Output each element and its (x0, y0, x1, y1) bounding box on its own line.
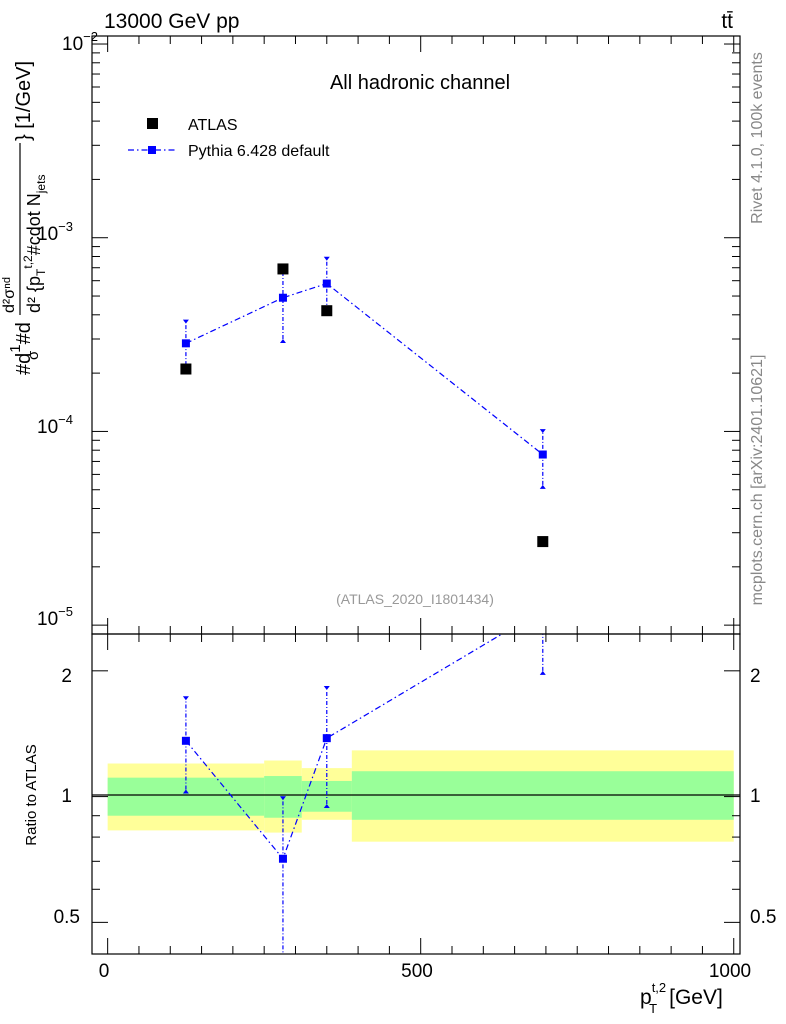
ratio-bands (107, 750, 734, 842)
header-energy-label: 13000 GeV pp (104, 10, 239, 33)
ratio-y-tick-05-right: 0.5 (750, 907, 776, 928)
x-axis-label: pt,2 T [GeV] (640, 980, 723, 1016)
legend-mc-marker (148, 146, 156, 154)
x-tick-label-1000: 1000 (709, 961, 751, 982)
legend-mc-label: Pythia 6.428 default (188, 143, 330, 160)
mc-series-line (185, 282, 544, 455)
x-tick-label-0: 0 (99, 961, 110, 982)
mc-error-cap-bottom (539, 484, 546, 489)
ratio-error-cap-top (323, 685, 330, 690)
main-data-marks (180, 256, 549, 548)
rivet-version-label: Rivet 4.1.0, 100k events (749, 52, 766, 224)
main-y-axis-label: #d1#d d²σⁿᵈ σ d² {pTt,2#cdot Njets } [1/… (1, 61, 48, 375)
ratio-series-line (185, 634, 504, 860)
x-tick-label-500: 500 (401, 961, 433, 982)
legend-atlas-marker (147, 118, 158, 129)
ratio-error-cap-top (540, 560, 546, 564)
ratio-band-inner (107, 777, 265, 816)
ratio-panel: 2 1 0.5 2 1 0.5 Ratio to ATLAS 0 500 100… (23, 560, 776, 1016)
mc-error-cap-top (539, 429, 546, 434)
ratio-error-cap-top (279, 796, 286, 801)
y-tick-label-1e-5: 10−5 (37, 604, 73, 630)
ratio-y-tick-1-left: 1 (61, 786, 72, 807)
ratio-point (181, 736, 190, 745)
ratio-y-axis-label: Ratio to ATLAS (23, 744, 40, 845)
y-tick-label-1e-2: 10−2 (62, 29, 98, 55)
mc-error-cap-top (323, 256, 330, 261)
ratio-error-cap-bottom (323, 804, 330, 809)
ratio-data-marks (181, 560, 547, 962)
ratio-y-tick-05-left: 0.5 (54, 907, 80, 928)
analysis-label: (ATLAS_2020_I1801434) (336, 591, 494, 607)
legend-atlas-label: ATLAS (188, 117, 238, 134)
y-tick-label-1e-4: 10−4 (37, 412, 73, 438)
svg-text:} [1/GeV]: } [1/GeV] (13, 61, 35, 141)
ratio-y-tick-2-right: 2 (750, 666, 761, 687)
atlas-data-point (277, 263, 289, 275)
mc-point (322, 279, 331, 288)
chart-title: All hadronic channel (330, 72, 510, 94)
atlas-data-point (180, 363, 192, 375)
svg-text:d² {pTt,2#cdot Njets: d² {pTt,2#cdot Njets (21, 175, 48, 313)
header-process-label: tt̄ (721, 10, 733, 33)
svg-text:σ: σ (25, 350, 42, 360)
svg-text:#d1#d: #d1#d (7, 322, 35, 375)
main-axis-ticks (92, 36, 740, 634)
ratio-error-cap-bottom (280, 958, 286, 962)
mc-point (538, 450, 547, 459)
atlas-data-point (321, 305, 333, 317)
ratio-error-cap-top (182, 696, 189, 701)
main-y-tick-labels: 10−2 10−3 10−4 10−5 (37, 29, 98, 630)
ratio-point (322, 734, 331, 743)
ratio-axis-ticks (92, 634, 740, 954)
mc-error-cap-top (182, 319, 189, 324)
atlas-data-point (537, 536, 549, 548)
mc-point (278, 293, 287, 302)
svg-text:d²σⁿᵈ: d²σⁿᵈ (1, 277, 18, 313)
legend: ATLAS Pythia 6.428 default (128, 117, 330, 160)
ratio-clipped-group (181, 560, 547, 962)
ratio-point (539, 606, 547, 614)
y-tick-label-1e-3: 10−3 (37, 219, 73, 245)
ratio-y-tick-1-right: 1 (750, 786, 761, 807)
mc-error-cap-bottom (279, 339, 286, 344)
ratio-error-cap-bottom (182, 789, 189, 794)
mcplots-label: mcplots.cern.ch [arXiv:2401.10621] (749, 355, 766, 606)
main-panel: All hadronic channel (ATLAS_2020_I180143… (1, 29, 741, 635)
ratio-error-cap-bottom (539, 670, 546, 675)
ratio-y-tick-2-left: 2 (61, 666, 72, 687)
mc-point (181, 339, 190, 348)
ratio-panel-frame (91, 633, 741, 955)
ratio-point (278, 854, 287, 863)
